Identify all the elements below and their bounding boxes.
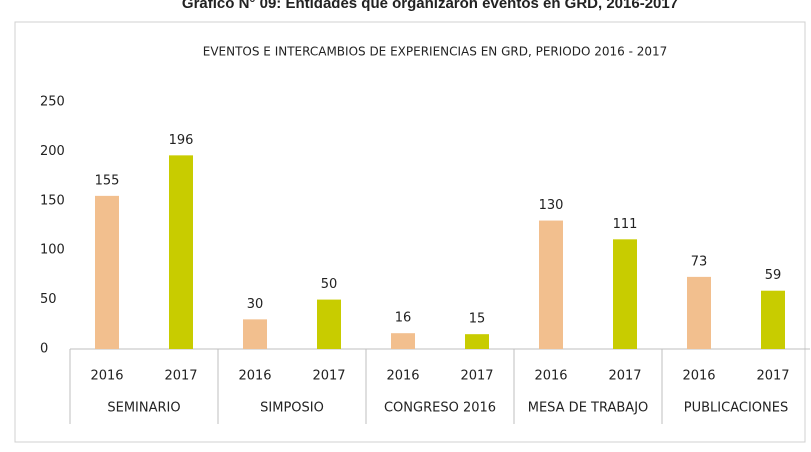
value-label: 50 (321, 277, 338, 292)
y-tick-label: 100 (40, 243, 65, 258)
y-tick-label: 0 (40, 342, 48, 357)
y-tick-label: 200 (40, 144, 65, 159)
value-label: 155 (95, 173, 120, 188)
y-tick-label: 250 (40, 95, 65, 110)
x-tick-label: 2017 (608, 369, 641, 384)
chart-frame (14, 21, 806, 443)
value-label: 15 (469, 312, 486, 327)
group-label: SEMINARIO (107, 401, 180, 416)
x-tick-label: 2016 (386, 369, 419, 384)
x-tick-label: 2016 (238, 369, 271, 384)
value-label: 196 (169, 133, 194, 148)
x-tick-label: 2017 (460, 369, 493, 384)
group-label: SIMPOSIO (260, 401, 324, 416)
bar (687, 276, 711, 349)
x-tick-label: 2016 (534, 369, 567, 384)
bar (95, 195, 119, 349)
bar (465, 334, 489, 349)
heading: Gráfico N° 09: Entidades que organizaron… (182, 0, 678, 12)
value-label: 16 (395, 311, 412, 326)
x-tick-label: 2016 (90, 369, 123, 384)
bar (169, 155, 193, 349)
value-label: 73 (691, 254, 708, 269)
value-label: 59 (765, 268, 782, 283)
x-tick-label: 2016 (682, 369, 715, 384)
bar (539, 220, 563, 349)
bar (317, 299, 341, 349)
group-label: CONGRESO 2016 (384, 401, 496, 416)
chart-title: EVENTOS E INTERCAMBIOS DE EXPERIENCIAS E… (203, 45, 668, 59)
x-tick-label: 2017 (164, 369, 197, 384)
x-tick-label: 2017 (312, 369, 345, 384)
value-label: 30 (247, 297, 264, 312)
y-tick-label: 50 (40, 292, 57, 307)
value-label: 111 (613, 217, 638, 232)
x-tick-label: 2017 (756, 369, 789, 384)
bar (391, 333, 415, 349)
y-tick-label: 150 (40, 193, 65, 208)
bar (243, 319, 267, 349)
group-label: PUBLICACIONES (684, 401, 788, 416)
value-label: 130 (539, 198, 564, 213)
group-label: MESA DE TRABAJO (528, 401, 649, 416)
bar (613, 239, 637, 349)
bar (761, 290, 785, 349)
